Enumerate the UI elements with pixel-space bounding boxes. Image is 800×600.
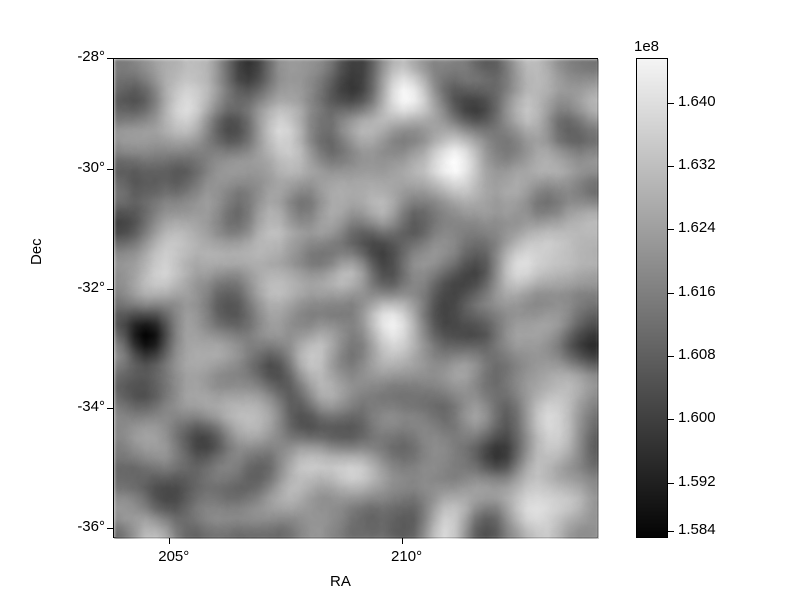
colorbar: 1.640 1.632 1.624 1.616 1.608 1.600 1.592 1.584 (636, 58, 668, 538)
colorbar-tick-label: 1.608 (678, 346, 716, 363)
y-axis-title: Dec (28, 238, 45, 265)
y-tick-label: -28° (55, 48, 105, 65)
y-tick-mark (107, 169, 113, 170)
colorbar-tick-label: 1.616 (678, 283, 716, 300)
x-tick-mark (402, 538, 403, 544)
colorbar-tick-label: 1.592 (678, 473, 716, 490)
y-tick-mark (107, 528, 113, 529)
x-tick-label: 205° (149, 548, 199, 565)
colorbar-tick-label: 1.584 (678, 521, 716, 538)
x-axis-title: RA (330, 573, 351, 590)
colorbar-tick-mark (668, 293, 674, 294)
y-tick-label: -34° (55, 398, 105, 415)
chart-container: -28° -30° -32° -34° -36° 205° 210° Dec RA 1.6… (0, 0, 800, 600)
y-tick-mark (107, 58, 113, 59)
colorbar-tick-label: 1.624 (678, 219, 716, 236)
y-tick-mark (107, 289, 113, 290)
y-tick-label: -32° (55, 279, 105, 296)
x-tick-mark (169, 538, 170, 544)
y-tick-label: -36° (55, 518, 105, 535)
colorbar-tick-mark (668, 356, 674, 357)
colorbar-canvas (636, 58, 668, 538)
colorbar-tick-mark (668, 419, 674, 420)
colorbar-tick-mark (668, 166, 674, 167)
colorbar-tick-mark (668, 483, 674, 484)
heatmap-plot-area (113, 58, 598, 538)
colorbar-tick-label: 1.640 (678, 93, 716, 110)
colorbar-exponent-label: 1e8 (634, 38, 659, 55)
y-tick-label: -30° (55, 159, 105, 176)
heatmap-canvas (114, 59, 599, 539)
colorbar-tick-mark (668, 103, 674, 104)
y-tick-mark (107, 408, 113, 409)
colorbar-tick-mark (668, 531, 674, 532)
colorbar-tick-label: 1.632 (678, 156, 716, 173)
x-tick-label: 210° (382, 548, 432, 565)
colorbar-tick-label: 1.600 (678, 409, 716, 426)
colorbar-tick-mark (668, 229, 674, 230)
